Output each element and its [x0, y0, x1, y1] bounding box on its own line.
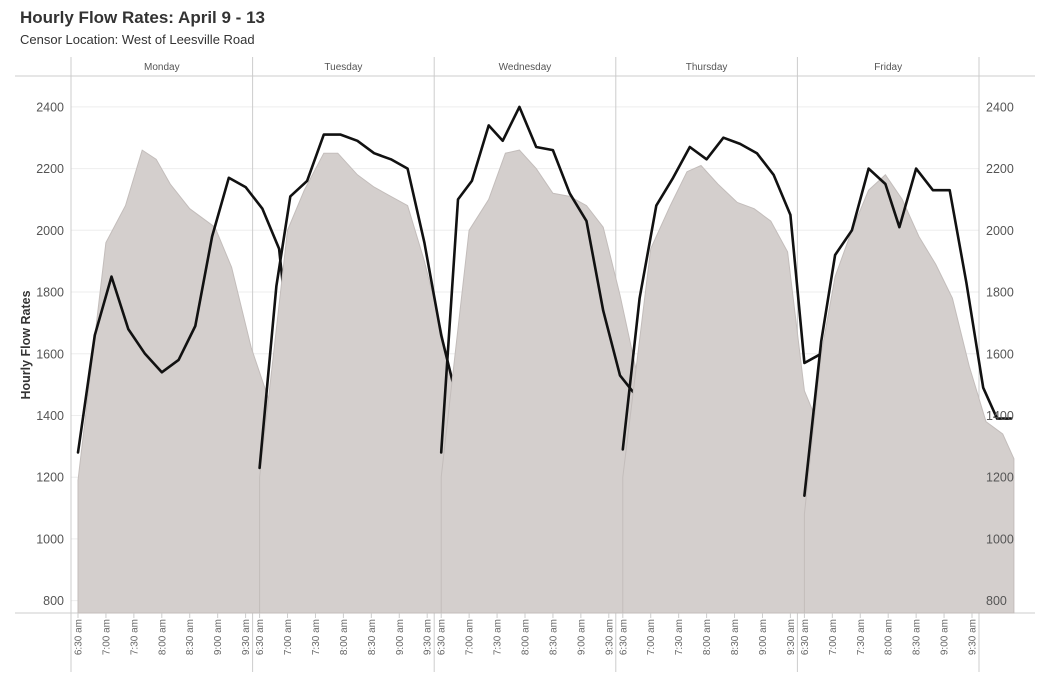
- y-tick-label-right: 800: [986, 594, 1007, 608]
- line-series: [621, 136, 837, 451]
- x-tick-label: 7:30 am: [856, 619, 867, 655]
- x-tick-label: 6:30 am: [437, 619, 448, 655]
- panel-friday: Friday 6:30 am 7:00 am 7:30 am 8:00 am 8:30 a…: [800, 62, 1015, 655]
- x-tick-label: 6:30 am: [618, 619, 629, 655]
- x-tick-label: 8:30 am: [367, 619, 378, 655]
- line-series: [803, 167, 1013, 498]
- x-tick-label: 8:30 am: [912, 619, 923, 655]
- y-axis-left: 800 1000 1200 1400 1600 1800 2000 2200 2400: [36, 100, 64, 608]
- y-tick-label-right: 1800: [986, 286, 1014, 300]
- y-tick-label-left: 2400: [36, 100, 64, 114]
- y-tick-label-right: 1000: [986, 532, 1014, 546]
- x-tick-label: 9:30 am: [241, 619, 252, 655]
- x-tick-label: 6:30 am: [74, 619, 85, 655]
- panel-label: Wednesday: [499, 62, 552, 73]
- y-tick-label-left: 800: [43, 594, 64, 608]
- x-tick-label: 9:30 am: [423, 619, 434, 655]
- y-tick-label-right: 2400: [986, 100, 1014, 114]
- x-tick-label: 9:00 am: [576, 619, 587, 655]
- x-tick-label: 9:30 am: [968, 619, 979, 655]
- panel-label: Friday: [874, 62, 902, 73]
- panel-label: Monday: [144, 62, 180, 73]
- x-tick-label: 9:30 am: [786, 619, 797, 655]
- panel-wednesday: Wednesday 6:30 am 7:00 am 7:30 am 8:00 am 8:3…: [437, 62, 649, 655]
- x-tick-label: 7:00 am: [283, 619, 294, 655]
- y-tick-label-left: 1800: [36, 286, 64, 300]
- x-tick-label: 7:00 am: [101, 619, 112, 655]
- y-tick-label-right: 2000: [986, 224, 1014, 238]
- area-series: [803, 174, 1015, 614]
- x-tick-label: 8:00 am: [339, 619, 350, 655]
- panel-tuesday: Tuesday 6:30 am 7:00 am 7:30 am 8:00 am 8:30 …: [255, 62, 477, 655]
- y-tick-label-left: 2200: [36, 162, 64, 176]
- x-tick-label: 8:30 am: [185, 619, 196, 655]
- line-series: [439, 105, 641, 454]
- x-tick-label: 8:00 am: [884, 619, 895, 655]
- y-tick-label-right: 1200: [986, 471, 1014, 485]
- x-tick-label: 9:30 am: [604, 619, 615, 655]
- x-tick-label: 8:30 am: [548, 619, 559, 655]
- x-tick-label: 6:30 am: [255, 619, 266, 655]
- y-tick-label-right: 1600: [986, 347, 1014, 361]
- panel-thursday: Thursday 6:30 am 7:00 am 7:30 am 8:00 am 8:30…: [618, 62, 837, 655]
- x-tick-label: 8:30 am: [730, 619, 741, 655]
- x-tick-label: 8:00 am: [702, 619, 713, 655]
- x-tick-label: 9:00 am: [213, 619, 224, 655]
- area-series: [440, 149, 649, 614]
- x-tick-label: 7:30 am: [311, 619, 322, 655]
- x-tick-label: 8:00 am: [157, 619, 168, 655]
- x-tick-label: 7:00 am: [465, 619, 476, 655]
- line-series: [76, 176, 298, 454]
- x-tick-label: 7:30 am: [674, 619, 685, 655]
- x-tick-label: 6:30 am: [800, 619, 811, 655]
- y-tick-label-left: 1000: [36, 532, 64, 546]
- x-tick-label: 7:00 am: [828, 619, 839, 655]
- area-series: [77, 149, 283, 614]
- x-tick-label: 9:00 am: [395, 619, 406, 655]
- y-tick-label-left: 1600: [36, 347, 64, 361]
- y-tick-label-left: 2000: [36, 224, 64, 238]
- x-tick-label: 9:00 am: [940, 619, 951, 655]
- x-tick-label: 8:00 am: [521, 619, 532, 655]
- x-tick-label: 7:30 am: [493, 619, 504, 655]
- x-tick-label: 7:00 am: [646, 619, 657, 655]
- panel-monday: Monday 6:30 am 7:00 am 7:30 am 8:00 am 8:30 a…: [74, 62, 298, 655]
- y-axis-label: Hourly Flow Rates: [19, 290, 33, 399]
- y-tick-label-left: 1400: [36, 409, 64, 423]
- line-series: [258, 133, 477, 470]
- x-tick-label: 7:30 am: [129, 619, 140, 655]
- panel-label: Tuesday: [324, 62, 362, 73]
- chart-subtitle: Censor Location: West of Leesville Road: [20, 32, 255, 47]
- y-tick-label-right: 1400: [986, 409, 1014, 423]
- x-tick-label: 9:00 am: [758, 619, 769, 655]
- day-panels: Monday 6:30 am 7:00 am 7:30 am 8:00 am 8:30 a…: [74, 62, 1015, 655]
- panel-label: Thursday: [686, 62, 728, 73]
- chart-title: Hourly Flow Rates: April 9 - 13: [20, 8, 265, 27]
- y-tick-label-right: 2200: [986, 162, 1014, 176]
- y-tick-label-left: 1200: [36, 471, 64, 485]
- y-axis-right: 800 1000 1200 1400 1600 1800 2000 2200 2400: [986, 100, 1014, 608]
- area-series: [259, 152, 467, 614]
